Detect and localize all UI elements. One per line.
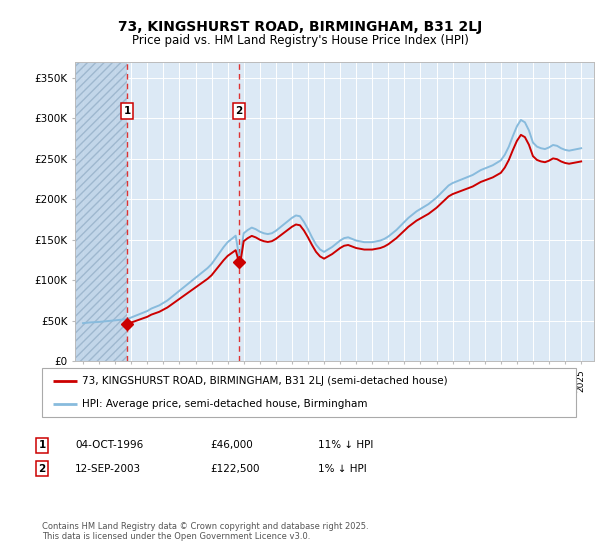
Text: 12-SEP-2003: 12-SEP-2003 bbox=[75, 464, 141, 474]
Text: 1: 1 bbox=[124, 106, 131, 116]
Text: 11% ↓ HPI: 11% ↓ HPI bbox=[318, 440, 373, 450]
Bar bbox=[75, 62, 127, 361]
Text: Contains HM Land Registry data © Crown copyright and database right 2025.
This d: Contains HM Land Registry data © Crown c… bbox=[42, 522, 368, 542]
Text: 73, KINGSHURST ROAD, BIRMINGHAM, B31 2LJ: 73, KINGSHURST ROAD, BIRMINGHAM, B31 2LJ bbox=[118, 21, 482, 35]
Text: 1: 1 bbox=[38, 440, 46, 450]
Text: £46,000: £46,000 bbox=[210, 440, 253, 450]
FancyBboxPatch shape bbox=[42, 368, 576, 417]
Text: HPI: Average price, semi-detached house, Birmingham: HPI: Average price, semi-detached house,… bbox=[82, 399, 368, 409]
Text: £122,500: £122,500 bbox=[210, 464, 260, 474]
Text: 2: 2 bbox=[38, 464, 46, 474]
Text: 73, KINGSHURST ROAD, BIRMINGHAM, B31 2LJ (semi-detached house): 73, KINGSHURST ROAD, BIRMINGHAM, B31 2LJ… bbox=[82, 376, 448, 386]
Text: Price paid vs. HM Land Registry's House Price Index (HPI): Price paid vs. HM Land Registry's House … bbox=[131, 34, 469, 47]
Text: 1% ↓ HPI: 1% ↓ HPI bbox=[318, 464, 367, 474]
Text: 2: 2 bbox=[235, 106, 242, 116]
Text: 04-OCT-1996: 04-OCT-1996 bbox=[75, 440, 143, 450]
